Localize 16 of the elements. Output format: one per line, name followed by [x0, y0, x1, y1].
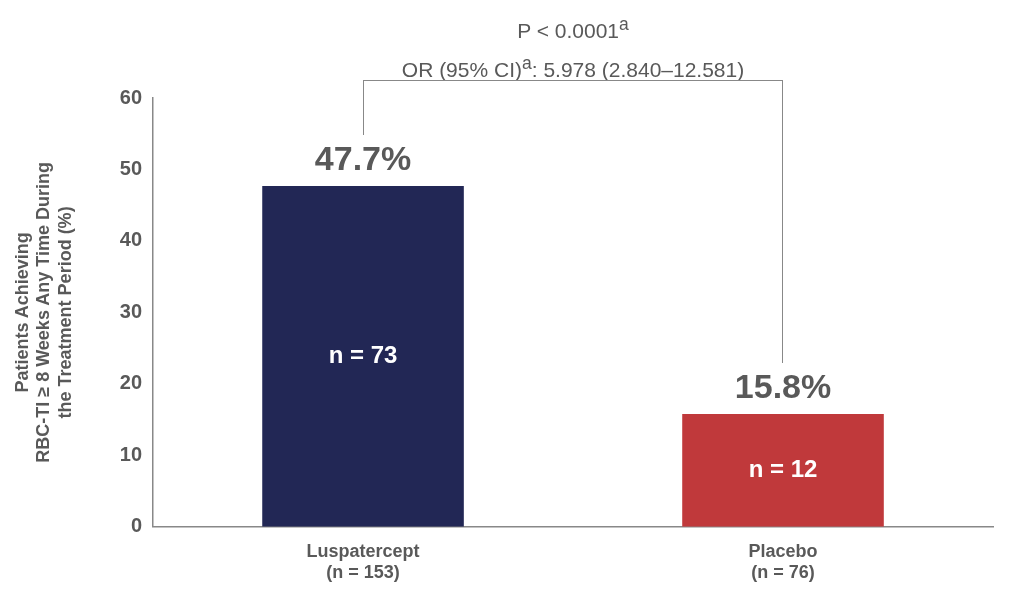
- annotation: n = 12: [748, 454, 818, 482]
- text: OR (95% CI)$^{a}$: 5.978 (2.840–12.581): [401, 52, 745, 83]
- y-tick-label: 50: [119, 156, 143, 179]
- x-tick-label: Luspatercept (n = 153): [306, 540, 420, 583]
- y-tick-label: 0: [130, 514, 143, 537]
- y-tick-label: 40: [119, 228, 143, 251]
- y-tick-label: 20: [119, 371, 143, 394]
- y-tick-label: 30: [119, 299, 143, 322]
- x-tick-label: Placebo (n = 76): [748, 540, 818, 583]
- annotation: n = 73: [328, 340, 398, 368]
- data-label: 15.8%: [734, 367, 832, 406]
- y-tick-label: 10: [119, 442, 143, 465]
- y-tick-label: 60: [119, 85, 143, 108]
- y-axis-title: Patients Achieving RBC-TI ≥ 8 Weeks Any Time During the Treatment Period (%): [11, 162, 75, 463]
- text: P < 0.0001$^{a}$: [516, 13, 630, 44]
- data-label: 47.7%: [314, 139, 412, 178]
